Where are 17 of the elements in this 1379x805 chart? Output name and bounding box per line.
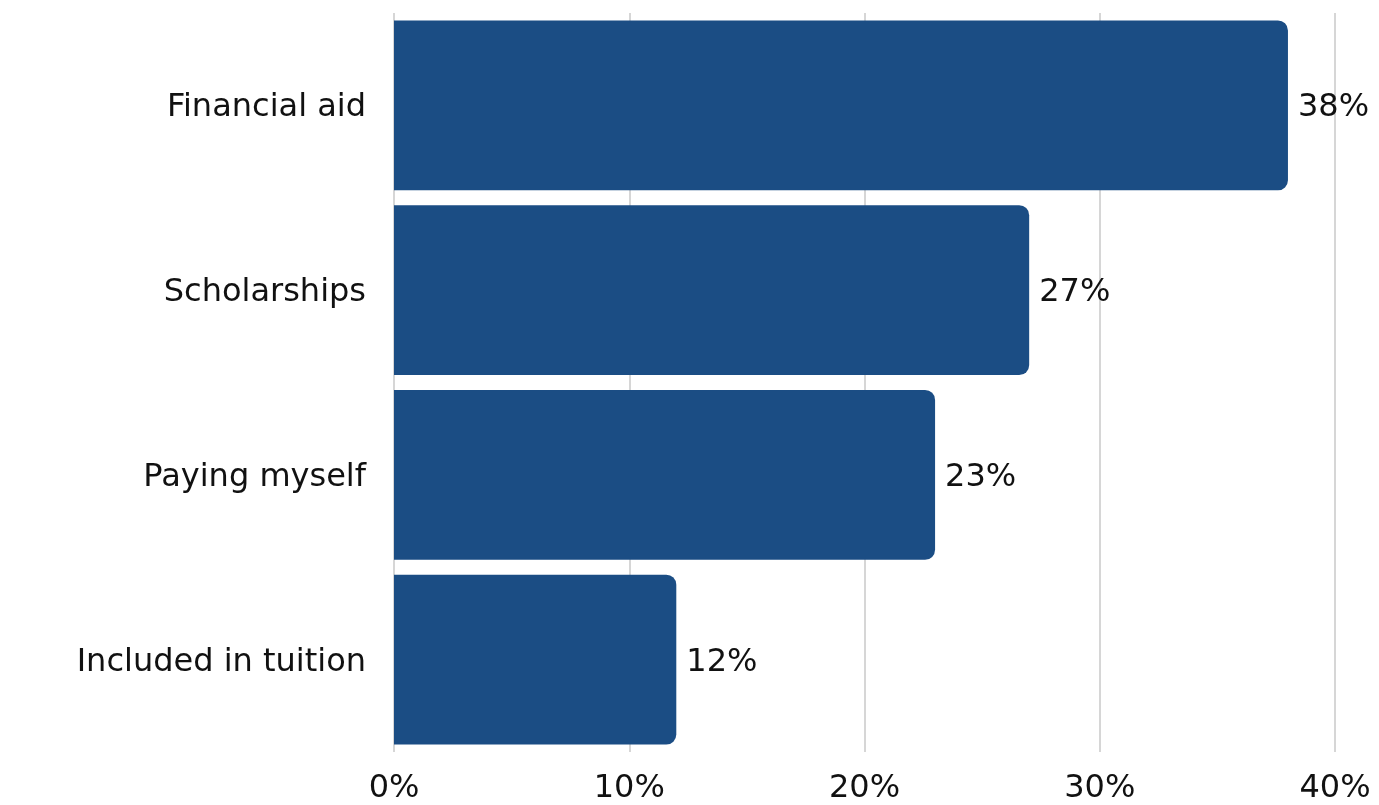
x-tick-label: 40% bbox=[1299, 767, 1371, 805]
y-tick-label: Paying myself bbox=[143, 455, 367, 494]
y-tick-label: Scholarships bbox=[163, 271, 366, 310]
x-tick-label: 20% bbox=[828, 767, 901, 805]
y-tick-label: Included in tuition bbox=[76, 640, 366, 679]
data-label: 27% bbox=[1039, 271, 1111, 310]
bar bbox=[394, 389, 936, 560]
data-label: 38% bbox=[1297, 86, 1370, 125]
x-tick-label: 10% bbox=[593, 767, 665, 805]
x-tick-label: 0% bbox=[368, 767, 420, 805]
y-tick-label: Financial aid bbox=[166, 86, 366, 125]
bar bbox=[394, 205, 1030, 376]
bar bbox=[394, 574, 677, 745]
data-label: 23% bbox=[945, 455, 1017, 494]
x-tick-label: 30% bbox=[1064, 767, 1136, 805]
data-label: 12% bbox=[686, 640, 758, 679]
bar bbox=[394, 20, 1288, 191]
